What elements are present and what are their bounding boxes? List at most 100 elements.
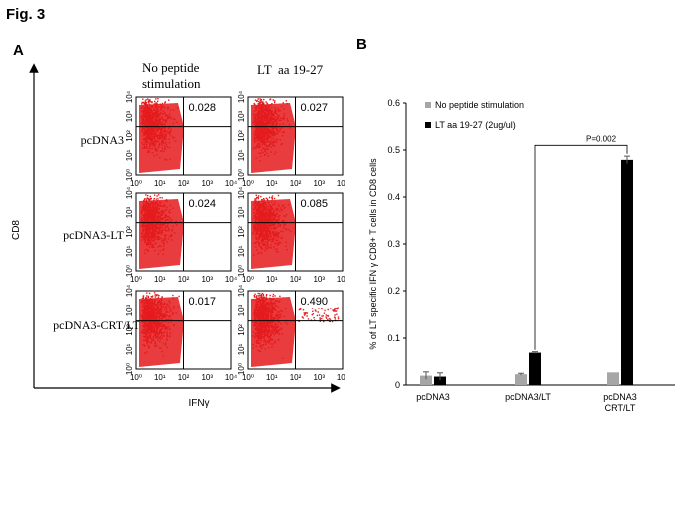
panel-a-y-axis-label: CD8 xyxy=(11,220,22,240)
y-tick-label: 10⁴ xyxy=(237,284,246,297)
x-tick-label: 10⁴ xyxy=(225,275,238,284)
x-tick-label: 10⁴ xyxy=(225,373,238,382)
y-tick-label: 10³ xyxy=(125,304,134,316)
bar-chart-svg: 0 0.1 0.2 0.3 0.4 0.5 0.6 % of LT specific IFN … xyxy=(368,98,675,413)
y-tick-label: 10¹ xyxy=(125,149,134,161)
panel-a-column-header-2: LT aa 19-27 xyxy=(257,62,324,77)
quadrant-value: 0.085 xyxy=(301,198,329,210)
flow-dots xyxy=(140,292,180,357)
x-tick-label: 10¹ xyxy=(266,179,278,188)
x-tick-label: 10³ xyxy=(313,373,325,382)
quadrant-value-bg xyxy=(297,195,338,210)
quadrant-value: 0.027 xyxy=(301,102,329,114)
flow-plot: 0.490 10⁰ 10¹ 10² 10³ 10⁴ 10⁰ 10¹ 10² 10³ 10⁴ xyxy=(237,284,345,382)
y-tick-label: 10⁰ xyxy=(237,265,246,277)
x-tick-label: 10² xyxy=(178,179,190,188)
flow-dots xyxy=(140,98,179,161)
y-tick-label: 10² xyxy=(125,130,134,142)
y-tick-label: 10¹ xyxy=(125,245,134,257)
y-tick-label: 10² xyxy=(125,324,134,336)
x-tick-label: 10⁰ xyxy=(130,179,142,188)
y-tick-label: 0.3 xyxy=(387,239,400,249)
y-tick-label: 10¹ xyxy=(125,343,134,355)
y-tick-label: 0.4 xyxy=(387,192,400,202)
flow-plot: 0.028 10⁰ 10¹ 10² 10³ 10⁴ 10⁰ 10¹ 10² 10³ 10⁴ xyxy=(125,90,238,188)
row-label-pcdna3-crt-lt: pcDNA3-CRT/LT xyxy=(53,318,140,332)
y-tick-label: 10¹ xyxy=(237,245,246,257)
bar xyxy=(621,159,633,385)
x-tick-label: 10² xyxy=(290,179,302,188)
significance-label: P=0.002 xyxy=(586,134,617,143)
x-tick-label: 10⁴ xyxy=(337,275,345,284)
x-tick-label: 10² xyxy=(178,373,190,382)
x-category-label: pcDNA3 xyxy=(603,392,637,402)
x-tick-label: 10⁰ xyxy=(242,179,254,188)
flow-dots xyxy=(252,194,292,256)
x-category-label: pcDNA3/LT xyxy=(505,392,551,402)
significance-bracket xyxy=(534,144,628,350)
x-tick-label: 10⁰ xyxy=(242,275,254,284)
quadrant-value: 0.490 xyxy=(301,296,329,308)
quadrant-value-bg xyxy=(185,293,226,308)
y-tick-label: 10⁴ xyxy=(237,186,246,199)
x-tick-label: 10³ xyxy=(201,275,213,284)
legend-swatch xyxy=(425,122,431,128)
y-tick-label: 10⁰ xyxy=(125,363,134,375)
quadrant-value-bg xyxy=(185,195,226,210)
quadrant-value: 0.028 xyxy=(189,102,217,114)
y-tick-label: 10³ xyxy=(125,206,134,218)
x-tick-label: 10² xyxy=(178,275,190,284)
flow-plot: 0.085 10⁰ 10¹ 10² 10³ 10⁴ 10⁰ 10¹ 10² 10³ 10⁴ xyxy=(237,186,345,284)
x-tick-label: 10⁴ xyxy=(337,179,345,188)
flow-plot: 0.024 10⁰ 10¹ 10² 10³ 10⁴ 10⁰ 10¹ 10² 10³ 10⁴ xyxy=(125,186,238,284)
bar xyxy=(515,374,527,385)
x-tick-label: 10¹ xyxy=(266,275,278,284)
panel-b-letter: B xyxy=(356,36,367,53)
flow-positive-dots xyxy=(298,299,340,323)
flow-dots xyxy=(252,98,291,162)
flow-dots xyxy=(252,292,289,359)
column-header-1-line-2: stimulation xyxy=(142,76,201,91)
y-tick-label: 10³ xyxy=(237,110,246,122)
quadrant-value-bg xyxy=(297,293,338,308)
bar-chart-y-label: % of LT specific IFN γ CD8+ T cells in C… xyxy=(368,158,378,350)
y-tick-label: 0 xyxy=(395,380,400,390)
y-tick-label: 0.6 xyxy=(387,98,400,108)
x-tick-label: 10¹ xyxy=(266,373,278,382)
x-tick-label: 10³ xyxy=(201,179,213,188)
flow-plot: 0.017 10⁰ 10¹ 10² 10³ 10⁴ 10⁰ 10¹ 10² 10³ 10⁴ xyxy=(125,284,238,382)
x-tick-label: 10⁴ xyxy=(337,373,345,382)
quadrant-value-bg xyxy=(185,99,226,114)
legend-swatch xyxy=(425,102,431,108)
quadrant-value: 0.024 xyxy=(189,198,217,210)
y-tick-label: 0.1 xyxy=(387,333,400,343)
panel-a-column-header-1: No peptide stimulation xyxy=(142,60,201,92)
y-tick-label: 10² xyxy=(237,324,246,336)
bar xyxy=(529,352,541,385)
x-tick-label: 10⁰ xyxy=(130,373,142,382)
y-tick-label: 10⁴ xyxy=(125,186,134,199)
quadrant-value: 0.017 xyxy=(189,296,217,308)
y-tick-label: 10⁰ xyxy=(125,265,134,277)
y-tick-label: 10⁰ xyxy=(237,169,246,181)
bar-chart-group: 0 0.1 0.2 0.3 0.4 0.5 0.6 % of LT specific IFN … xyxy=(368,98,675,413)
y-tick-label: 10³ xyxy=(125,110,134,122)
panel-a-letter: A xyxy=(13,42,24,59)
bar xyxy=(434,376,446,385)
y-tick-label: 10⁴ xyxy=(125,284,134,297)
figure-title: Fig. 3 xyxy=(6,6,46,23)
row-label-pcdna3-lt: pcDNA3-LT xyxy=(63,228,124,242)
column-header-1-line-1: No peptide xyxy=(142,60,200,75)
x-category-label: pcDNA3 xyxy=(416,392,450,402)
x-tick-label: 10² xyxy=(290,373,302,382)
y-tick-label: 0.5 xyxy=(387,145,400,155)
flow-plot: 0.027 10⁰ 10¹ 10² 10³ 10⁴ 10⁰ 10¹ 10² 10³ 10⁴ xyxy=(237,90,345,188)
bar xyxy=(607,372,619,385)
y-tick-label: 10¹ xyxy=(237,149,246,161)
flow-dots xyxy=(140,194,178,256)
x-tick-label: 10³ xyxy=(313,179,325,188)
y-tick-label: 10² xyxy=(237,130,246,142)
y-tick-label: 10⁰ xyxy=(237,363,246,375)
y-tick-label: 10⁴ xyxy=(125,90,134,103)
